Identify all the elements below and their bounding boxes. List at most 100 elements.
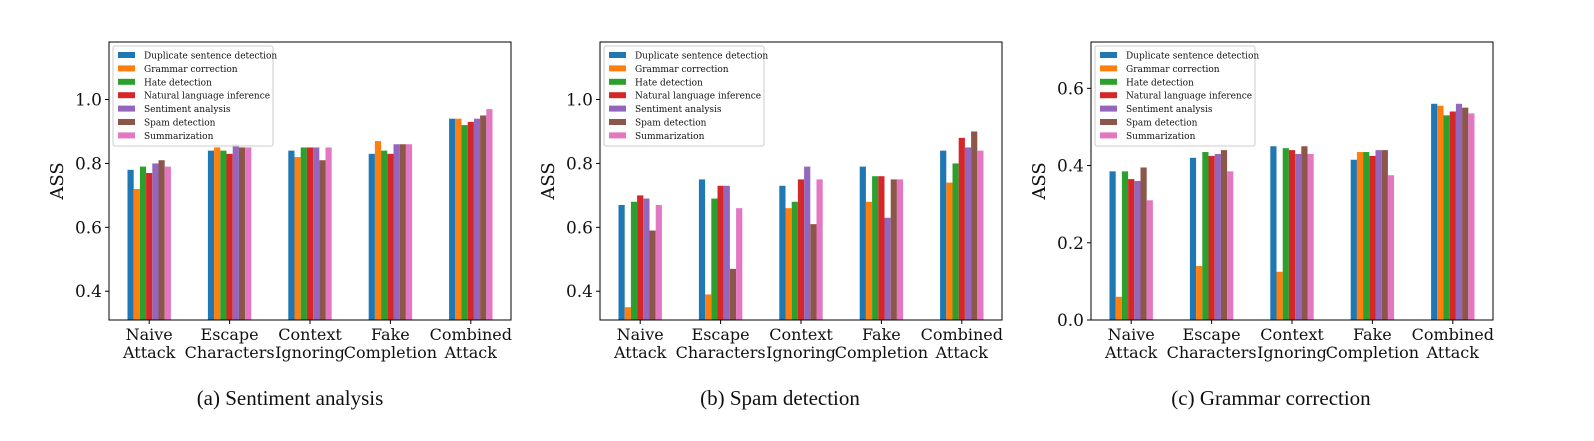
legend-swatch: [118, 65, 135, 72]
bar: [133, 188, 140, 320]
bar: [207, 150, 215, 320]
bar: [872, 176, 879, 320]
bar: [971, 131, 978, 320]
x-tick-label: Characters: [185, 343, 275, 362]
bar: [649, 230, 656, 320]
legend-label: Natural language inference: [144, 92, 270, 102]
bar: [1431, 103, 1438, 320]
bar: [1109, 171, 1116, 320]
bar: [940, 150, 947, 320]
bar: [1350, 159, 1357, 320]
bar: [226, 153, 233, 320]
x-tick-label: Combined: [921, 325, 1003, 344]
x-tick-label: Fake: [371, 325, 410, 344]
legend-label: Spam detection: [144, 119, 216, 129]
bar: [158, 160, 165, 320]
bar: [698, 179, 706, 320]
bar: [1115, 296, 1122, 320]
chart-panel-0: 0.40.60.81.0ASSNaiveAttackEscapeCharacte…: [47, 41, 512, 362]
bar: [245, 147, 252, 320]
bar: [1189, 157, 1197, 320]
bar: [300, 147, 307, 320]
bar: [1227, 171, 1234, 320]
bar: [306, 147, 314, 320]
legend-swatch: [118, 119, 135, 125]
y-tick-label: 0.6: [566, 218, 593, 238]
x-tick-label: Context: [1260, 325, 1324, 344]
x-tick-label: Context: [769, 325, 833, 344]
bar: [717, 185, 724, 320]
bar: [884, 217, 891, 320]
bar: [1288, 150, 1296, 320]
bar: [1375, 150, 1382, 320]
bar: [461, 125, 468, 320]
legend-label: Spam detection: [635, 119, 707, 129]
legend-swatch: [1100, 119, 1117, 125]
bar: [1462, 107, 1469, 320]
y-axis-label: ASS: [1029, 162, 1050, 200]
legend-swatch: [609, 65, 626, 72]
y-tick-label: 1.0: [566, 91, 593, 111]
legend-box: [112, 45, 274, 147]
legend-swatch: [1100, 52, 1117, 58]
bar: [294, 157, 301, 320]
legend-swatch: [118, 52, 135, 58]
bar: [1214, 153, 1221, 320]
bar: [127, 169, 134, 320]
bar: [393, 144, 400, 320]
x-tick-label: Attack: [613, 343, 667, 362]
x-tick-label: Combined: [1412, 325, 1494, 344]
y-tick-label: 0.4: [566, 282, 593, 302]
legend-swatch: [609, 119, 626, 125]
bar: [1443, 115, 1450, 320]
y-tick-label: 0.8: [566, 154, 593, 174]
x-tick-label: Characters: [676, 343, 766, 362]
bar: [313, 147, 320, 320]
legend-label: Sentiment analysis: [1126, 105, 1213, 115]
bar: [1220, 150, 1228, 320]
legend-label: Summarization: [1126, 132, 1196, 142]
legend-box: [603, 45, 765, 147]
y-axis-label: ASS: [538, 162, 559, 200]
bar: [325, 147, 332, 320]
bar: [381, 150, 388, 320]
bar: [139, 166, 147, 320]
x-tick-label: Context: [278, 325, 342, 344]
x-tick-label: Escape: [1183, 325, 1241, 344]
bar: [1295, 153, 1302, 320]
bar: [1381, 150, 1388, 320]
legend-label: Duplicate sentence detection: [144, 52, 277, 62]
bar: [1307, 153, 1314, 320]
bar: [729, 268, 737, 320]
legend-label: Natural language inference: [1126, 92, 1252, 102]
bar: [736, 208, 743, 320]
legend-swatch: [118, 92, 135, 99]
legend-label: Duplicate sentence detection: [635, 52, 768, 62]
bar: [804, 166, 811, 320]
x-tick-label: Naive: [1108, 325, 1155, 344]
bar: [977, 150, 984, 320]
bar: [630, 201, 638, 320]
legend-swatch: [1100, 78, 1117, 85]
bar: [1301, 146, 1308, 320]
chart-panel-2: 0.00.20.40.6ASSNaiveAttackEscapeCharacte…: [1029, 41, 1494, 362]
legend-label: Hate detection: [1126, 78, 1194, 88]
bar: [152, 163, 159, 320]
x-tick-label: Attack: [1104, 343, 1158, 362]
legend-swatch: [609, 105, 626, 112]
legend-swatch: [609, 52, 626, 58]
bar: [1276, 271, 1283, 320]
x-tick-label: Attack: [1426, 343, 1480, 362]
bar: [618, 204, 625, 320]
x-tick-label: Escape: [201, 325, 259, 344]
bar: [480, 115, 487, 321]
x-tick-label: Ignoring: [1257, 343, 1327, 362]
bar: [1146, 200, 1153, 320]
bar: [449, 118, 456, 320]
bar: [467, 121, 474, 320]
legend-label: Summarization: [635, 132, 705, 142]
bar: [1208, 155, 1215, 320]
bar: [368, 153, 375, 320]
bar: [964, 147, 972, 320]
